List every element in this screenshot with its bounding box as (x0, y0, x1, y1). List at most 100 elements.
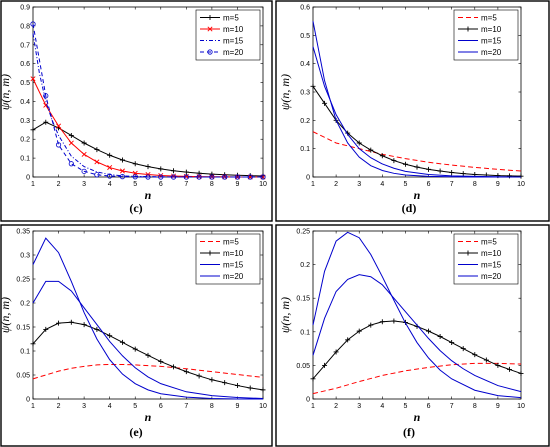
x-tick-label: 8 (210, 403, 214, 410)
y-tick-label: 0.15 (16, 325, 30, 332)
data-point (506, 366, 512, 372)
y-tick-label: 0.9 (20, 5, 30, 12)
x-tick-label: 2 (334, 403, 338, 410)
y-tick-label: 0.15 (296, 296, 310, 303)
series-line (312, 274, 522, 393)
data-point (247, 174, 253, 180)
x-tick-label: 3 (357, 181, 361, 188)
data-point (94, 326, 100, 332)
data-point (81, 168, 87, 174)
x-tick-label: 6 (159, 181, 163, 188)
data-point (30, 127, 36, 133)
data-point (171, 173, 177, 179)
x-tick-label: 3 (357, 403, 361, 410)
data-point (107, 173, 113, 179)
legend-entry: m=5 (223, 237, 239, 246)
y-tick-label: 0.4 (20, 99, 30, 106)
legend-entry: m=20 (223, 48, 244, 57)
series-m-5 (312, 362, 522, 395)
data-point (183, 174, 189, 180)
x-tick-label: 1 (31, 403, 35, 410)
legend-marker (207, 250, 213, 256)
data-point (310, 83, 316, 89)
series-m-20 (312, 231, 522, 399)
data-point (426, 166, 432, 172)
panel-d: 1 2 3 4 5 6 7 8 9 10 0 0.1 0.2 0.3 0.4 0.5 0.6 n ψ(n, m) (d… (275, 0, 550, 222)
legend-marker (207, 26, 213, 32)
legend: m=5 m=10 m=15 m=20 (453, 233, 519, 285)
y-tick-label: 0.1 (20, 156, 30, 163)
data-point (483, 357, 489, 363)
data-point (356, 328, 362, 334)
data-point (518, 173, 524, 179)
data-point (356, 140, 362, 146)
data-point (55, 142, 62, 148)
series-line (312, 21, 521, 178)
data-point (495, 362, 501, 368)
x-tick-label: 4 (380, 403, 384, 410)
data-point (132, 161, 138, 167)
y-axis-label: ψ(n, m) (278, 74, 292, 110)
data-point (333, 349, 339, 355)
data-point (145, 352, 151, 358)
y-tick-label: 0 (26, 175, 30, 182)
legend-entry: m=10 (481, 25, 502, 34)
data-point (30, 21, 36, 27)
legend-entry: m=10 (223, 249, 244, 258)
x-axis-label: n (414, 410, 421, 424)
legend-marker (465, 250, 471, 256)
data-point (379, 319, 385, 325)
legend-entry: m=5 (223, 13, 239, 22)
data-point (30, 76, 36, 82)
data-point (145, 164, 151, 170)
x-tick-label: 1 (311, 181, 315, 188)
data-point (449, 169, 455, 175)
y-tick-label: 0.7 (20, 42, 30, 49)
x-tick-label: 1 (311, 403, 315, 410)
series-m-20 (312, 21, 521, 178)
data-point (209, 377, 215, 383)
data-point (56, 320, 62, 326)
legend-entry: m=10 (223, 25, 244, 34)
data-point (43, 119, 49, 125)
panel-e: 1 2 3 4 5 6 7 8 9 10 0 0.05 0.1 0.15 0.2 0.25 0.3 0.35 n ψ(… (0, 224, 273, 447)
series-m-15 (312, 46, 522, 178)
x-tick-label: 9 (235, 181, 239, 188)
legend-marker (207, 49, 213, 55)
data-point (460, 346, 466, 352)
y-tick-label: 0.35 (16, 229, 30, 236)
x-tick-label: 7 (450, 181, 454, 188)
legend-entry: m=20 (223, 272, 244, 281)
x-tick-label: 2 (334, 181, 338, 188)
series-line (32, 23, 263, 178)
y-tick-label: 0 (26, 397, 30, 404)
series-line (32, 280, 264, 400)
series-line (312, 131, 522, 172)
y-tick-label: 0.4 (300, 61, 310, 68)
data-point (368, 322, 374, 328)
legend-entry: m=15 (223, 260, 244, 269)
data-point (81, 140, 87, 146)
legend-entry: m=5 (481, 13, 497, 22)
data-point (222, 380, 228, 386)
series-m-15 (312, 274, 522, 393)
series-line (312, 231, 522, 399)
x-tick-label: 10 (517, 181, 525, 188)
series-line (32, 363, 264, 380)
data-point (449, 340, 455, 346)
data-point (43, 93, 49, 99)
x-tick-label: 4 (108, 403, 112, 410)
data-point (171, 168, 177, 174)
data-point (68, 132, 74, 138)
x-tick-label: 2 (57, 403, 61, 410)
y-tick-label: 0.05 (296, 363, 310, 370)
data-point (260, 174, 266, 180)
y-tick-label: 0.1 (300, 146, 310, 153)
data-point (247, 385, 253, 391)
y-tick-label: 0.8 (20, 23, 30, 30)
data-point (119, 174, 126, 180)
data-point (68, 140, 74, 146)
panel-label: (f) (403, 425, 415, 439)
x-tick-label: 7 (450, 403, 454, 410)
